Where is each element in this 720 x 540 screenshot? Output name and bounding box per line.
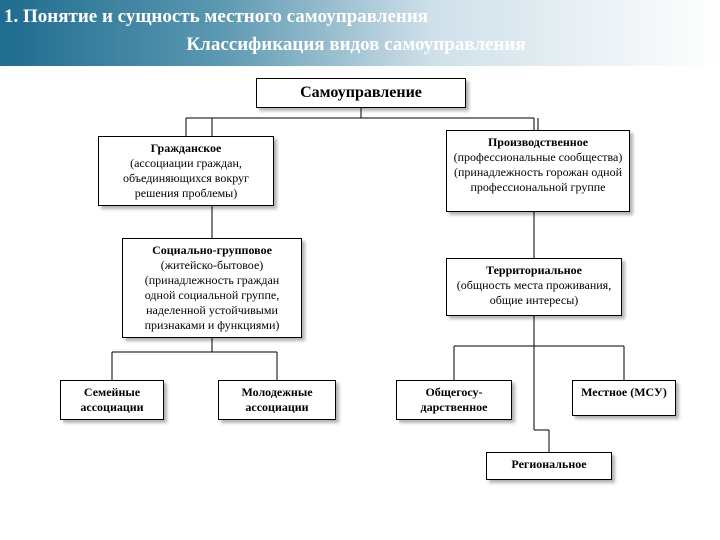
node-civic-title: Гражданское: [151, 141, 222, 155]
node-family-title: Семейные ассоциации: [80, 385, 143, 414]
node-territorial-title: Территориальное: [486, 263, 582, 277]
node-youth-title: Молодежные ассоциации: [241, 385, 312, 414]
node-civic-desc: (ассоциации граждан, объединяющихся вокр…: [123, 156, 249, 200]
node-family: Семейные ассоциации: [60, 380, 164, 420]
node-civic: Гражданское (ассоциации граждан, объедин…: [98, 136, 274, 206]
node-regional-title: Региональное: [511, 457, 586, 471]
node-regional: Региональное: [486, 452, 612, 480]
node-root: Самоуправление: [256, 78, 466, 108]
node-root-title: Самоуправление: [300, 84, 422, 101]
node-social-title: Социально-групповое: [152, 243, 272, 257]
node-state-title: Общегосу- дарственное: [421, 385, 488, 414]
node-youth: Молодежные ассоциации: [218, 380, 336, 420]
node-territorial: Территориальное (общность места проживан…: [446, 258, 622, 316]
node-industrial-title: Производственное: [488, 135, 588, 149]
node-industrial-desc: (профессиональные сообщества) (принадлеж…: [454, 150, 623, 194]
node-local-title: Местное (МСУ): [581, 385, 667, 399]
node-state: Общегосу- дарственное: [396, 380, 512, 420]
node-social: Социально-групповое (житейско-бытовое) (…: [122, 238, 302, 338]
node-social-desc: (житейско-бытовое) (принадлежность гражд…: [145, 258, 280, 332]
node-local: Местное (МСУ): [572, 380, 676, 416]
node-industrial: Производственное (профессиональные сообщ…: [446, 130, 630, 212]
node-territorial-desc: (общность места проживания, общие интере…: [457, 278, 611, 307]
